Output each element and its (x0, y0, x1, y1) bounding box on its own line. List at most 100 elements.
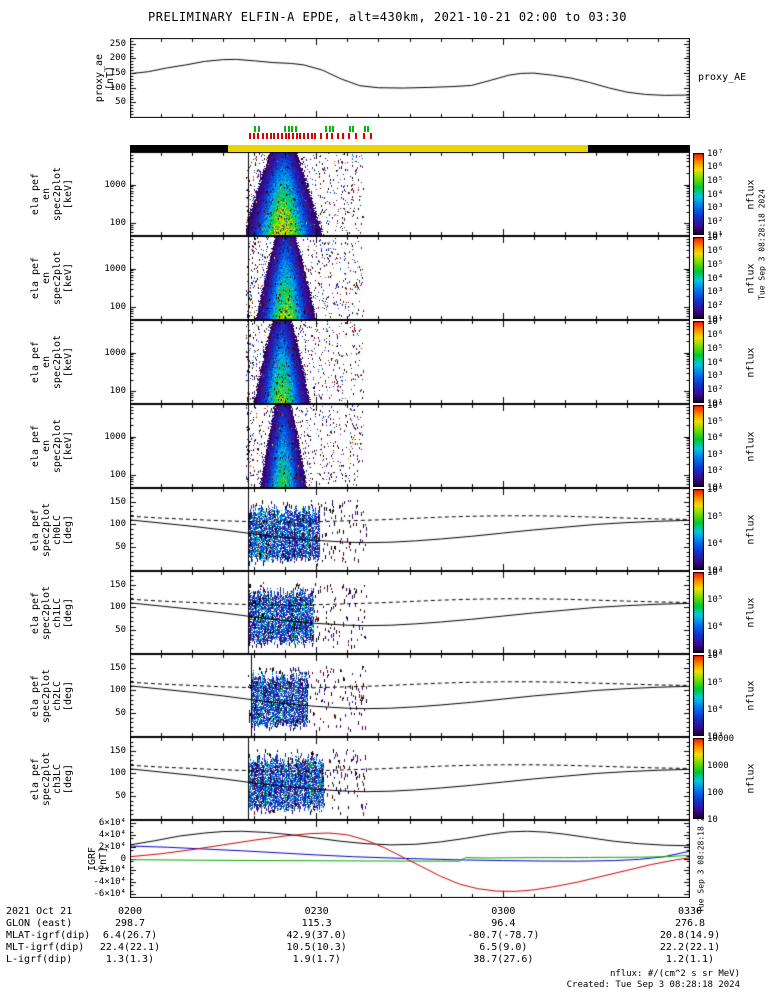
ytick-label: 100 (109, 302, 126, 313)
table-value: 38.7(27.6) (473, 954, 534, 965)
panel-canvas-igrf (130, 820, 690, 898)
burst-flag-red (292, 133, 295, 139)
burst-flag-red (262, 133, 265, 139)
right-label-proxy_ae: proxy_AE (698, 72, 747, 83)
panel-en_spec_2 (130, 236, 690, 320)
panel-proxy_ae (130, 38, 690, 118)
colorbar-tick-label: 10³ (707, 287, 724, 298)
table-value: 1.2(1.1) (665, 954, 715, 965)
ytick-label: 50 (115, 625, 126, 636)
colorbar-tick-label: 10¹ (707, 230, 724, 241)
ytick-label: 150 (109, 662, 126, 673)
panel-en_spec_3 (130, 320, 690, 404)
burst-flag-red (295, 133, 298, 139)
ytick-label: 250 (109, 38, 126, 49)
burst-flag-red (331, 133, 334, 139)
colorbar-tick-label: 10⁴ (707, 357, 724, 368)
ytick-label: 150 (109, 68, 126, 79)
colorbar-tick-label: 10⁵ (707, 511, 724, 522)
colorbar-tick-label: 10³ (707, 371, 724, 382)
ytick-label: 200 (109, 53, 126, 64)
status-bar-segment (228, 145, 588, 152)
colorbar-lc_ch1 (693, 572, 704, 653)
ytick-label: 2×10⁴ (98, 841, 126, 852)
table-row-label: 2021 Oct 21 (6, 906, 73, 917)
colorbar-tick-label: 10⁶ (707, 484, 724, 495)
colorbar-en_spec_3 (693, 321, 704, 403)
burst-flag-red (256, 133, 259, 139)
colorbar-tick-label: 10⁶ (707, 567, 724, 578)
burst-flag-red (314, 133, 317, 139)
burst-flag-red (370, 133, 373, 139)
burst-flag-red (355, 133, 358, 139)
burst-flag-red (320, 133, 323, 139)
ytick-label: -2×10⁴ (93, 865, 126, 876)
panel-canvas-en_spec_2 (130, 236, 690, 320)
ytick-label: 50 (115, 97, 126, 108)
colorbar-tick-label: 10⁶ (707, 330, 724, 341)
table-value: -80.7(-78.7) (467, 930, 540, 941)
panel-lc_ch1 (130, 571, 690, 654)
burst-flag-red (336, 133, 339, 139)
colorbar-lc_ch2 (693, 655, 704, 736)
colorbar-tick-label: 10⁶ (707, 246, 724, 257)
burst-flag-green (363, 126, 366, 132)
ytick-label: 50 (115, 708, 126, 719)
colorbar-tick-label: 10³ (707, 203, 724, 214)
ytick-label: 50 (115, 542, 126, 553)
ytick-label: 100 (109, 685, 126, 696)
table-value: 96.4 (491, 918, 516, 929)
plot-title: PRELIMINARY ELFIN-A EPDE, alt=430km, 202… (148, 10, 627, 24)
burst-flag-red (342, 133, 345, 139)
colorbar-tick-label: 10⁴ (707, 273, 724, 284)
panel-canvas-en_spec_3 (130, 320, 690, 404)
colorbar-label: nflux (745, 763, 757, 794)
table-value: 115.3 (301, 918, 332, 929)
colorbar-tick-label: 10² (707, 384, 724, 395)
ytick-label: -4×10⁴ (93, 877, 126, 888)
ytick-label: 4×10⁴ (98, 829, 126, 840)
colorbar-tick-label: 10⁴ (707, 704, 724, 715)
ytick-label: 1000 (104, 263, 126, 274)
burst-flag-red (303, 133, 306, 139)
panel-canvas-lc_ch2 (130, 654, 690, 737)
burst-flag-red (280, 133, 283, 139)
colorbar-tick-label: 10³ (707, 648, 724, 659)
burst-flag-green (348, 126, 351, 132)
colorbar-tick-label: 10⁶ (707, 650, 724, 661)
burst-flag-green (287, 126, 290, 132)
colorbar-tick-label: 10⁵ (707, 594, 724, 605)
burst-flag-red (306, 133, 309, 139)
table-row-label: MLAT-igrf(dip) (6, 930, 91, 941)
colorbar-tick-label: 10⁴ (707, 189, 724, 200)
panel-lc_ch3 (130, 737, 690, 820)
created-timestamp: Created: Tue Sep 3 08:28:18 2024 (566, 980, 740, 990)
burst-flag-red (265, 133, 268, 139)
ytick-label: 100 (109, 602, 126, 613)
table-value: 1.9(1.7) (292, 954, 341, 965)
colorbar-tick-label: 10³ (707, 565, 724, 576)
burst-flag-red (273, 133, 276, 139)
ylabel-lc_ch3: ela pef spec2plot ch3LC [deg] (30, 751, 74, 806)
colorbar-tick-label: 10⁵ (707, 175, 724, 186)
colorbar-tick-label: 10⁵ (707, 259, 724, 270)
ytick-label: 150 (109, 496, 126, 507)
ytick-label: 100 (109, 470, 126, 481)
status-bar-segment (130, 145, 229, 152)
colorbar-tick-label: 100 (707, 787, 724, 798)
table-value: 0230 (304, 906, 329, 917)
ytick-label: 100 (109, 386, 126, 397)
panel-en_spec_4 (130, 404, 690, 488)
table-value: 42.9(37.0) (286, 930, 347, 941)
table-row-label: MLT-igrf(dip) (6, 942, 85, 953)
panel-canvas-lc_ch3 (130, 737, 690, 820)
burst-flag-red (310, 133, 313, 139)
colorbar-tick-label: 10⁷ (707, 232, 724, 243)
colorbar-tick-label: 10000 (707, 733, 735, 744)
panel-canvas-proxy_ae (130, 38, 690, 118)
table-value: 0300 (491, 906, 516, 917)
ytick-label: -6×10⁴ (93, 889, 126, 900)
burst-flag-green (352, 126, 355, 132)
colorbar-tick-label: 1000 (707, 760, 729, 771)
